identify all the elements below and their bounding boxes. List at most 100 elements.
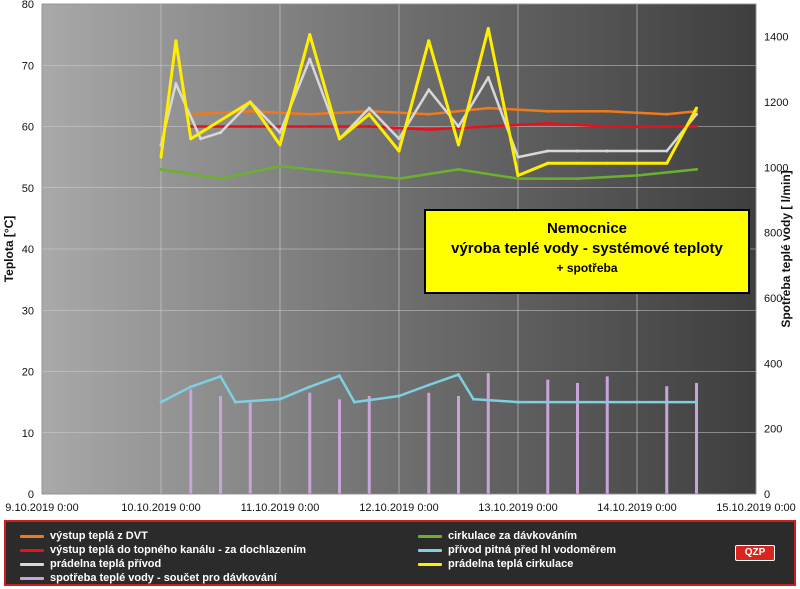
series-line bbox=[190, 106, 697, 116]
data-point bbox=[308, 385, 312, 389]
data-point bbox=[427, 383, 431, 387]
legend-swatch bbox=[418, 548, 442, 552]
x-tick-label: 13.10.2019 0:00 bbox=[478, 502, 558, 514]
data-point bbox=[159, 400, 163, 404]
consumption-bar bbox=[189, 389, 193, 494]
data-point bbox=[457, 143, 460, 147]
legend-item: cirkulace za dávkováním bbox=[418, 529, 577, 543]
consumption-bar bbox=[546, 379, 550, 494]
data-point bbox=[278, 164, 282, 168]
series-line bbox=[159, 27, 698, 177]
data-point bbox=[695, 125, 698, 128]
y-tick-label: 20 bbox=[22, 367, 34, 379]
y2-axis-title: Spotřeba teplé vody [ l/min] bbox=[779, 170, 793, 327]
y-tick-label: 80 bbox=[22, 0, 34, 11]
data-point bbox=[546, 149, 550, 153]
data-point bbox=[486, 27, 490, 30]
data-point bbox=[367, 112, 371, 116]
data-point bbox=[199, 137, 203, 141]
data-point bbox=[635, 400, 639, 404]
legend-item: prádelna teplá cirkulace bbox=[418, 557, 573, 571]
data-point bbox=[516, 174, 520, 177]
data-point bbox=[278, 131, 282, 135]
legend-swatch bbox=[20, 576, 44, 580]
legend-item: výstup teplá do topného kanálu - za doch… bbox=[20, 543, 306, 557]
legend-item: prádelna teplá přívod bbox=[20, 557, 161, 571]
legend-item: spotřeba teplé vody - součet pro dávková… bbox=[20, 571, 277, 585]
data-point bbox=[397, 149, 401, 153]
series-line bbox=[190, 122, 697, 131]
data-point bbox=[695, 167, 698, 171]
consumption-bar bbox=[248, 402, 252, 494]
legend-item: výstup teplá z DVT bbox=[20, 529, 148, 543]
data-point bbox=[486, 125, 490, 128]
data-point bbox=[695, 400, 698, 404]
data-point bbox=[248, 125, 252, 128]
series-line bbox=[160, 373, 697, 404]
data-point bbox=[397, 177, 401, 181]
legend-label: cirkulace za dávkováním bbox=[448, 530, 578, 542]
y2-tick-label: 1000 bbox=[764, 162, 788, 174]
consumption-bar bbox=[695, 382, 698, 494]
data-point bbox=[546, 121, 550, 125]
data-point bbox=[665, 149, 669, 153]
legend-label: prádelna teplá cirkulace bbox=[448, 558, 574, 570]
y2-tick-label: 1400 bbox=[764, 32, 788, 44]
consumption-bar bbox=[605, 376, 609, 494]
series-5 bbox=[159, 373, 698, 404]
data-point bbox=[576, 177, 579, 181]
x-tick-label: 10.10.2019 0:00 bbox=[121, 502, 201, 514]
series-line bbox=[160, 165, 697, 180]
qzp-logo: QZP bbox=[735, 545, 775, 561]
y-tick-label: 70 bbox=[22, 60, 34, 72]
data-point bbox=[695, 106, 698, 110]
data-point bbox=[427, 88, 431, 92]
y-tick-label: 30 bbox=[22, 305, 34, 317]
data-point bbox=[457, 125, 460, 128]
y2-tick-label: 400 bbox=[764, 358, 782, 370]
series-4 bbox=[159, 164, 698, 181]
consumption-bar bbox=[427, 392, 431, 494]
x-tick-label: 12.10.2019 0:00 bbox=[359, 502, 439, 514]
y2-tick-label: 0 bbox=[764, 489, 770, 501]
legend-label: výstup teplá do topného kanálu - za doch… bbox=[50, 544, 307, 556]
data-point bbox=[605, 149, 609, 153]
data-point bbox=[338, 374, 341, 378]
y2-tick-label: 600 bbox=[764, 293, 782, 305]
series-2 bbox=[159, 57, 698, 159]
data-point bbox=[248, 109, 252, 113]
consumption-bar bbox=[457, 396, 460, 494]
data-point bbox=[308, 112, 312, 116]
legend-label: prádelna teplá přívod bbox=[50, 558, 162, 570]
data-point bbox=[159, 155, 163, 159]
data-point bbox=[189, 137, 193, 141]
data-point bbox=[174, 82, 178, 86]
data-point bbox=[174, 39, 178, 43]
data-point bbox=[189, 385, 193, 389]
consumption-bar bbox=[367, 396, 371, 494]
y2-tick-label: 800 bbox=[764, 228, 782, 240]
data-point bbox=[308, 125, 312, 128]
plot-border bbox=[41, 3, 757, 495]
y-tick-label: 0 bbox=[28, 489, 34, 501]
data-point bbox=[427, 128, 431, 132]
data-point bbox=[352, 400, 356, 404]
data-point bbox=[427, 112, 431, 116]
x-tick-label: 15.10.2019 0:00 bbox=[716, 502, 796, 514]
data-point bbox=[248, 100, 252, 104]
data-point bbox=[576, 161, 579, 165]
data-point bbox=[665, 161, 669, 165]
legend-swatch bbox=[20, 548, 44, 552]
consumption-bar bbox=[308, 392, 312, 494]
series-3 bbox=[189, 373, 698, 494]
legend-swatch bbox=[20, 534, 44, 538]
data-point bbox=[427, 39, 431, 43]
y-tick-label: 10 bbox=[22, 428, 34, 440]
data-point bbox=[397, 394, 401, 398]
y-tick-label: 60 bbox=[22, 122, 34, 134]
data-point bbox=[308, 33, 312, 37]
x-tick-label: 9.10.2019 0:00 bbox=[5, 502, 78, 514]
data-point bbox=[233, 400, 237, 404]
data-point bbox=[219, 118, 222, 122]
legend-swatch bbox=[418, 534, 442, 538]
